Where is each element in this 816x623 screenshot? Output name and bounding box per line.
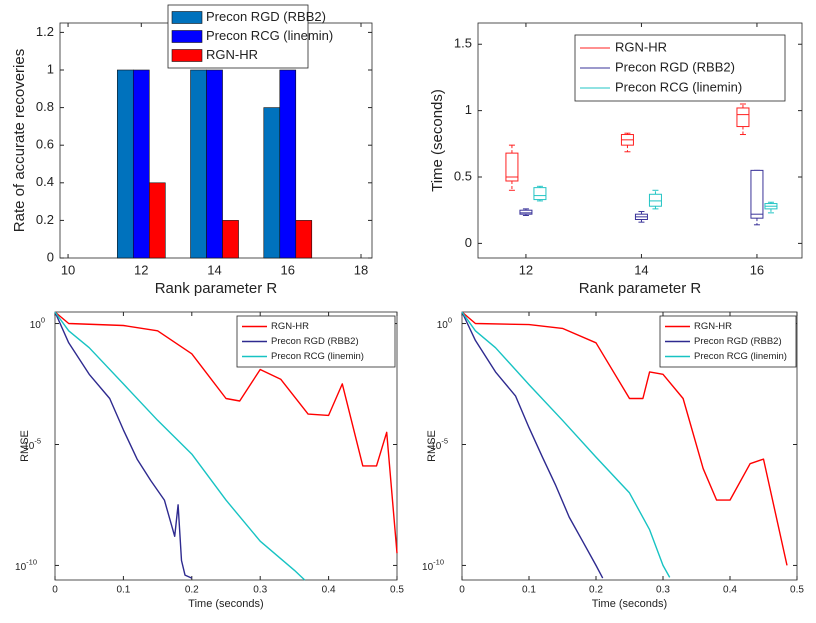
x-tick-label: 0 [52,585,58,596]
legend-label: Precon RGD (RBB2) [206,9,326,24]
x-tick-label: 14 [634,262,648,277]
x-tick-label: 0.2 [185,585,199,596]
box [505,152,519,182]
box [533,187,547,201]
x-tick-label: 12 [519,262,533,277]
y-axis-label: Rate of accurate recoveries [11,49,28,232]
x-tick-label: 0.2 [589,585,603,596]
line [54,311,398,554]
bar [148,182,166,259]
y-tick-label: 0.4 [36,174,54,189]
legend-label: RGN-HR [271,321,309,332]
y-tick-label: 0 [47,249,54,264]
bar [132,69,150,259]
bar [263,107,281,259]
x-tick-label: 10 [61,262,75,277]
x-axis-label: Rank parameter R [579,280,702,297]
y-tick-label: 1.2 [36,24,54,39]
x-tick-label: 0.5 [790,585,804,596]
legend-label: Precon RCG (linemin) [271,351,364,362]
legend-label: Precon RCG (linemin) [615,79,742,94]
bar [222,220,239,259]
y-tick-label: 10-10 [422,557,444,573]
y-tick-exponent: 0 [448,316,452,325]
line [54,311,306,581]
x-tick-label: 16 [750,262,764,277]
legend-label: RGN-HR [615,39,667,54]
y-tick-exponent: 0 [41,316,45,325]
y-axis-label: Time (seconds) [429,89,446,192]
x-tick-label: 14 [207,262,221,277]
y-axis-label: RMSE [19,430,31,462]
x-tick-label: 12 [134,262,148,277]
y-tick-exponent: -5 [441,436,448,445]
y-tick-label: 100 [30,316,45,332]
legend-label: RGN-HR [206,47,258,62]
y-tick-label: 0.5 [454,168,472,183]
x-tick-label: 0.5 [390,585,404,596]
legend-label: Precon RGD (RBB2) [271,336,359,347]
y-tick-label: 10-10 [15,557,37,573]
y-axis-label: RMSE [426,430,438,462]
bar [279,69,297,259]
line [461,311,788,566]
x-axis-label: Time (seconds) [188,598,263,610]
legend-label: Precon RCG (linemin) [694,351,787,362]
bar [190,69,207,259]
bar [116,69,134,259]
legend-swatch [171,30,203,43]
y-tick-label: 1 [47,61,54,76]
y-tick-label: 1 [465,102,472,117]
line [461,311,671,578]
y-tick-label: 100 [437,316,452,332]
box [736,107,750,128]
legend-swatch [171,11,203,24]
y-tick-exponent: -10 [433,557,444,566]
x-tick-label: 0.3 [253,585,267,596]
x-axis-label: Rank parameter R [155,280,278,297]
y-tick-exponent: -5 [34,436,41,445]
box [750,169,764,219]
legend-swatch [171,49,203,62]
legend-label: Precon RGD (RBB2) [694,336,782,347]
x-tick-label: 0.3 [656,585,670,596]
x-axis-label: Time (seconds) [592,598,667,610]
box [519,209,533,215]
legend-label: Precon RGD (RBB2) [615,59,735,74]
bar [295,220,313,259]
x-tick-label: 18 [354,262,368,277]
legend-label: RGN-HR [694,321,732,332]
line [461,311,604,579]
legend-label: Precon RCG (linemin) [206,28,333,43]
y-tick-label: 0.2 [36,212,54,227]
y-tick-label: 1.5 [454,36,472,51]
x-tick-label: 0.4 [723,585,737,596]
x-tick-label: 0.1 [522,585,536,596]
line [54,311,193,579]
x-tick-label: 0.4 [322,585,336,596]
x-tick-label: 16 [281,262,295,277]
bar [206,69,223,259]
y-tick-label: 0.8 [36,99,54,114]
x-tick-label: 0.1 [116,585,130,596]
y-tick-label: 0.6 [36,137,54,152]
y-tick-label: 0 [465,235,472,250]
y-tick-exponent: -10 [26,557,37,566]
box [648,193,662,207]
x-tick-label: 0 [459,585,465,596]
